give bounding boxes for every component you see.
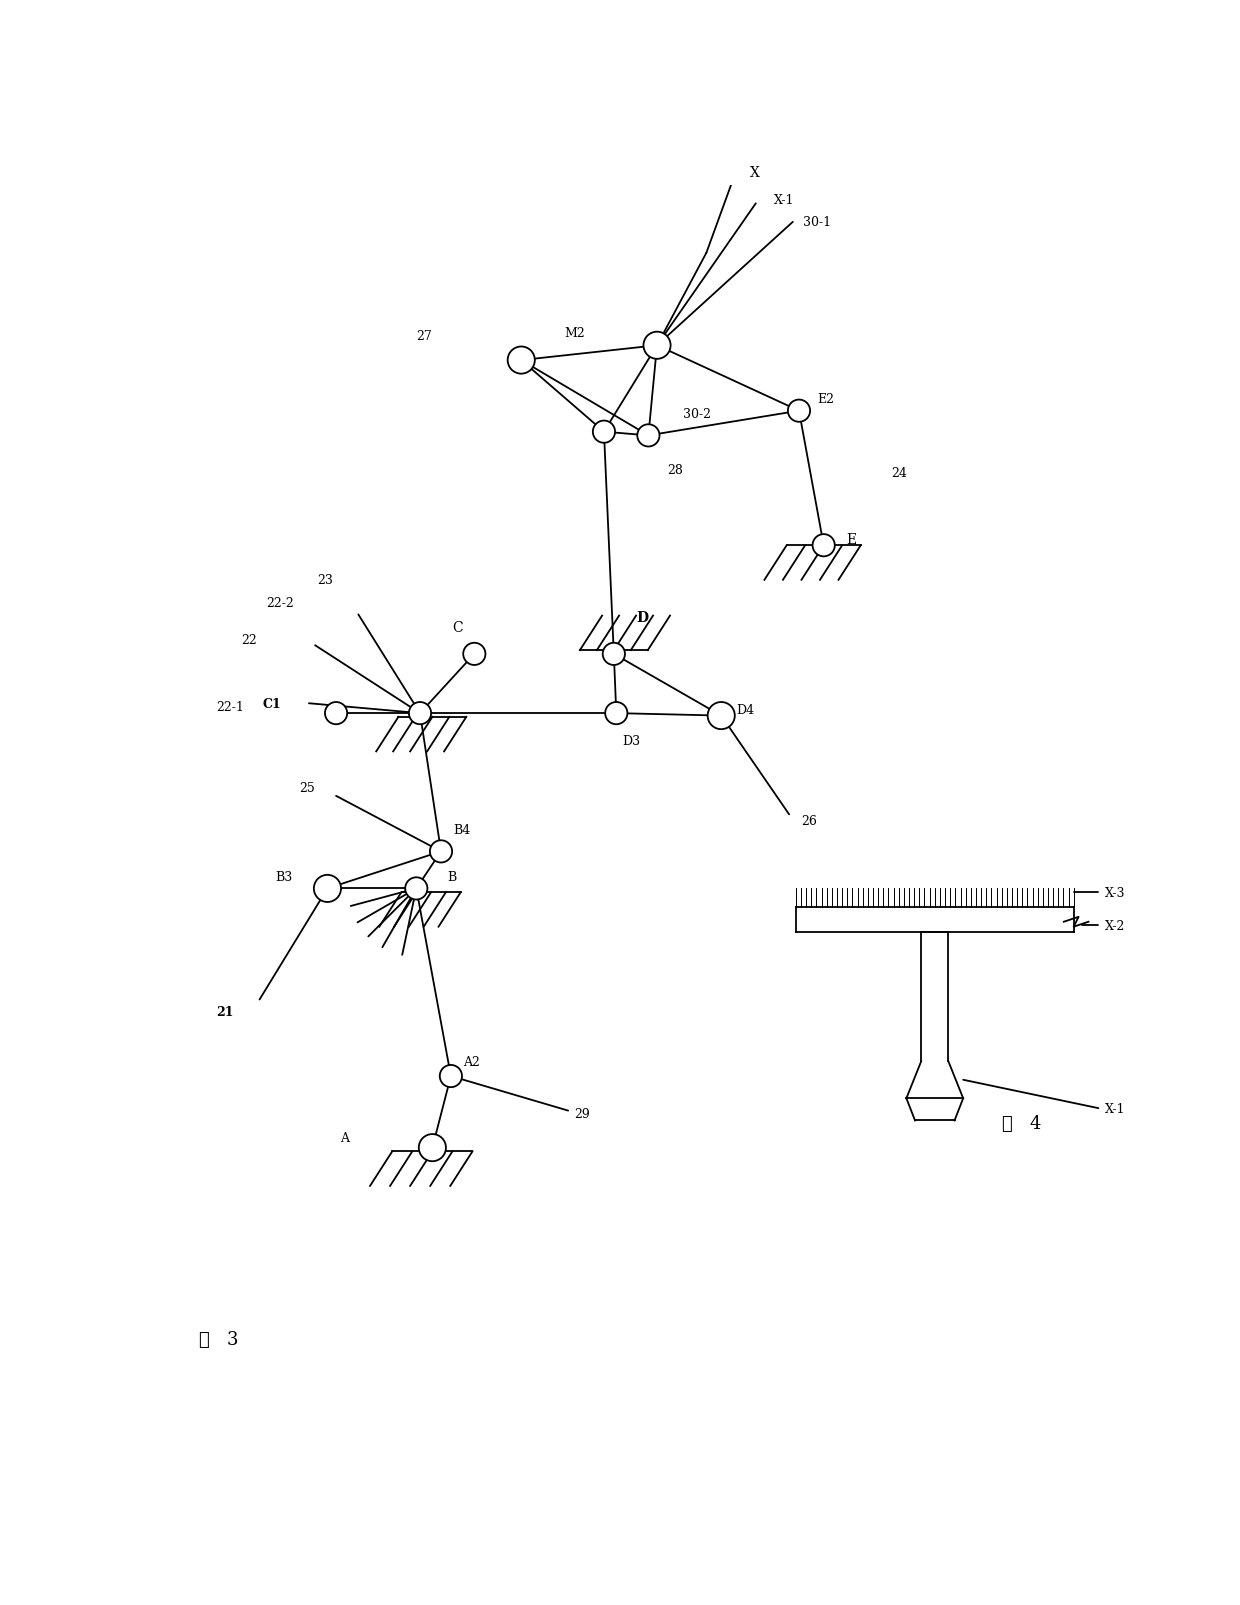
Text: X-1: X-1: [774, 194, 795, 207]
Circle shape: [430, 841, 453, 863]
Circle shape: [603, 644, 625, 666]
Text: 30-1: 30-1: [802, 217, 831, 230]
Text: 26: 26: [801, 814, 817, 828]
Text: X: X: [750, 167, 759, 180]
Text: B4: B4: [454, 823, 471, 836]
Circle shape: [787, 400, 810, 422]
Text: D4: D4: [737, 703, 754, 716]
Text: B: B: [448, 870, 456, 883]
Circle shape: [812, 534, 835, 557]
Text: 30-2: 30-2: [683, 408, 711, 421]
Text: A2: A2: [464, 1054, 480, 1067]
Text: D: D: [636, 610, 649, 624]
Circle shape: [405, 878, 428, 900]
Text: 22: 22: [241, 632, 257, 647]
Text: X-3: X-3: [1105, 886, 1125, 899]
Circle shape: [637, 425, 660, 448]
Text: 23: 23: [317, 575, 334, 587]
Circle shape: [314, 875, 341, 902]
Text: 图   4: 图 4: [1002, 1114, 1040, 1132]
Circle shape: [593, 421, 615, 443]
Text: E2: E2: [817, 393, 835, 406]
Text: A: A: [340, 1132, 348, 1144]
Circle shape: [440, 1066, 463, 1088]
Circle shape: [325, 703, 347, 725]
Text: B3: B3: [275, 870, 293, 883]
Text: E: E: [846, 533, 856, 547]
Circle shape: [409, 703, 432, 725]
Text: X-1: X-1: [1105, 1103, 1125, 1115]
Text: 25: 25: [299, 782, 315, 794]
Circle shape: [708, 703, 735, 730]
Text: 22-2: 22-2: [265, 595, 294, 610]
Circle shape: [507, 347, 534, 374]
Text: 21: 21: [216, 1006, 234, 1019]
Text: 28: 28: [667, 464, 683, 477]
Text: M2: M2: [564, 327, 585, 340]
Circle shape: [419, 1135, 446, 1162]
Text: 27: 27: [417, 329, 432, 342]
Text: C1: C1: [262, 697, 280, 711]
Text: 29: 29: [574, 1107, 590, 1120]
Text: C: C: [453, 620, 463, 634]
Text: X-2: X-2: [1105, 920, 1125, 933]
Circle shape: [644, 332, 671, 360]
Text: 24: 24: [892, 467, 908, 480]
Circle shape: [605, 703, 627, 725]
Circle shape: [464, 644, 485, 666]
Text: 图   3: 图 3: [200, 1331, 238, 1348]
Text: 22-1: 22-1: [216, 701, 244, 714]
Text: D3: D3: [622, 735, 641, 748]
